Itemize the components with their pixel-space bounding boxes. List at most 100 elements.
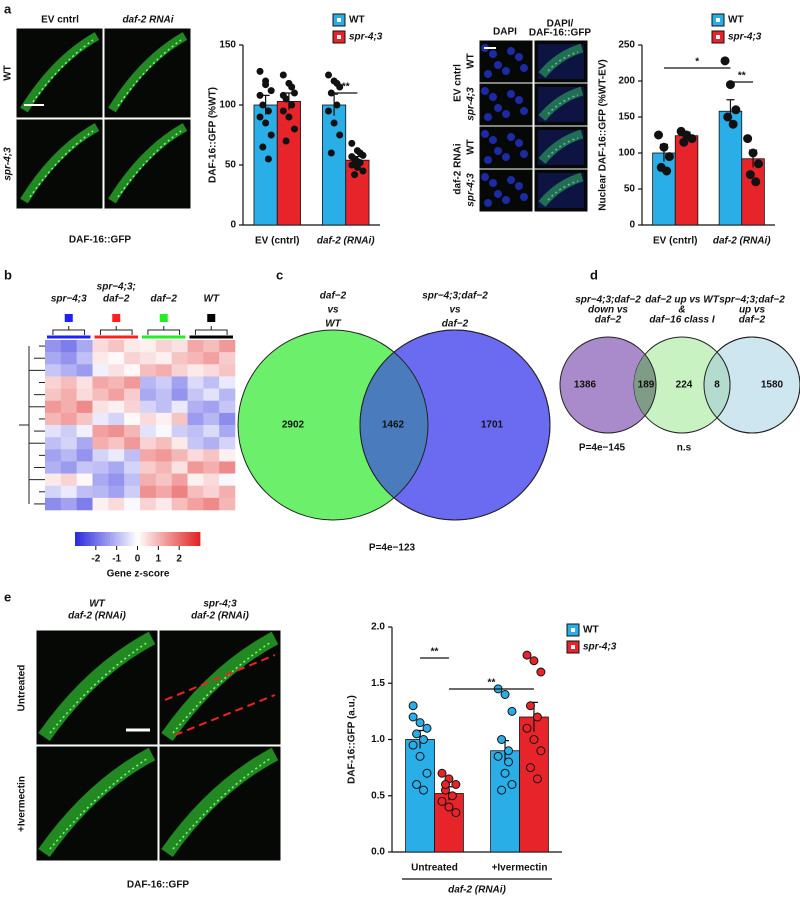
heatmap-cell [155,340,172,353]
data-point [504,757,514,767]
heatmap-cell [45,473,62,487]
y-tick-label: 1.0 [371,734,385,745]
heatmap-cell [203,497,220,511]
heatmap-cell [76,352,93,365]
data-point [259,101,267,109]
venn-count: 2902 [282,420,305,431]
heatmap-cell [140,425,157,438]
venn-set-label: spr−4;3;daf−2 [719,295,785,306]
colorbar-step [137,532,141,546]
heatmap-cell [155,461,172,474]
heatmap-cell [76,400,93,414]
colorbar-step [102,532,106,546]
worm [161,747,279,858]
heatmap-cell [76,376,93,389]
dendrogram [52,326,86,335]
heatmap-cell [60,352,77,365]
colorbar-step [192,532,196,546]
row-label: +Ivermectin [17,776,28,832]
bar [741,158,765,226]
colorbar-step [182,532,186,546]
worm [38,631,156,742]
colorbar-step [105,532,108,546]
colorbar-step [75,532,78,546]
heatmap-cell [108,376,125,389]
nucleus [515,182,523,190]
data-point [336,131,344,139]
data-point [422,723,432,733]
worm [38,747,156,858]
heatmap-cell [171,497,188,511]
heatmap-cell [140,485,157,499]
heatmap-cell [171,340,188,353]
colorbar-step [162,532,166,546]
data-point [353,163,361,171]
nucleus [484,70,492,78]
heatmap-cell [140,376,157,389]
data-point [497,785,507,795]
column-label: spr-4;3 [203,599,237,610]
heatmap-cell [140,412,157,426]
venn-overlap [634,337,657,433]
heatmap-cell [60,461,77,474]
heatmap-cell [140,400,157,414]
data-point [440,780,450,789]
column-label: daf-2 (RNAi) [68,611,126,622]
data-point [731,105,741,115]
heatmap-cell [155,485,172,499]
data-point [679,137,689,147]
venn-count: 189 [638,380,655,391]
colorbar-step [95,532,98,546]
heatmap-cell [124,497,141,511]
data-point [327,149,335,157]
colorbar-tick-label: 1 [156,554,162,565]
colorbar-step [155,532,158,546]
row-label: spr-4;3 [466,87,477,121]
heatmap-cell [140,388,157,402]
nucleus [520,193,528,201]
venn-count: 1386 [574,380,597,391]
data-point [285,113,293,121]
panel-label: d [590,267,598,282]
colorbar-step [120,532,123,546]
worm [20,123,100,204]
heatmap-cell [171,485,188,499]
colorbar-step [130,532,133,546]
data-point [654,130,664,140]
heatmap-cell [124,388,141,402]
heatmap-cell [219,461,236,474]
data-point [333,101,341,109]
y-axis-label: DAF-16::GFP (a.u.) [347,695,358,784]
data-point [353,157,361,165]
venn-set-label: spr−4;3;daf−2 [575,295,641,306]
colorbar-step [190,532,193,546]
heatmap-cell [60,412,77,426]
data-point [493,751,503,761]
venn-set-label: spr−4;3;daf−2 [422,291,488,302]
nucleus [520,107,528,115]
colorbar-step [147,532,151,546]
x-tick-label: Untreated [411,863,458,874]
data-point [451,808,461,818]
heatmap-cell [60,400,77,414]
column-label: WT [89,599,105,610]
x-axis-label: daf-2 (RNAi) [448,885,506,896]
heatmap-cell [60,388,77,402]
row-label: WT [466,53,477,69]
group-label: daf−2 [151,294,178,305]
data-point [522,650,532,660]
colorbar-step [177,532,181,546]
colorbar-step [132,532,136,546]
data-point [525,763,535,773]
heatmap-cell [219,388,236,402]
data-point [415,751,425,761]
colorbar-step [115,532,118,546]
heatmap-cell [219,340,236,353]
heatmap-cell [187,376,204,389]
group-label: spr−4;3; [97,282,136,293]
data-point [279,107,287,115]
heatmap-cell [60,376,77,389]
heatmap-cell [108,352,125,365]
heatmap-cell [76,437,93,450]
x-tick-label: EV (cntrl) [653,236,697,247]
